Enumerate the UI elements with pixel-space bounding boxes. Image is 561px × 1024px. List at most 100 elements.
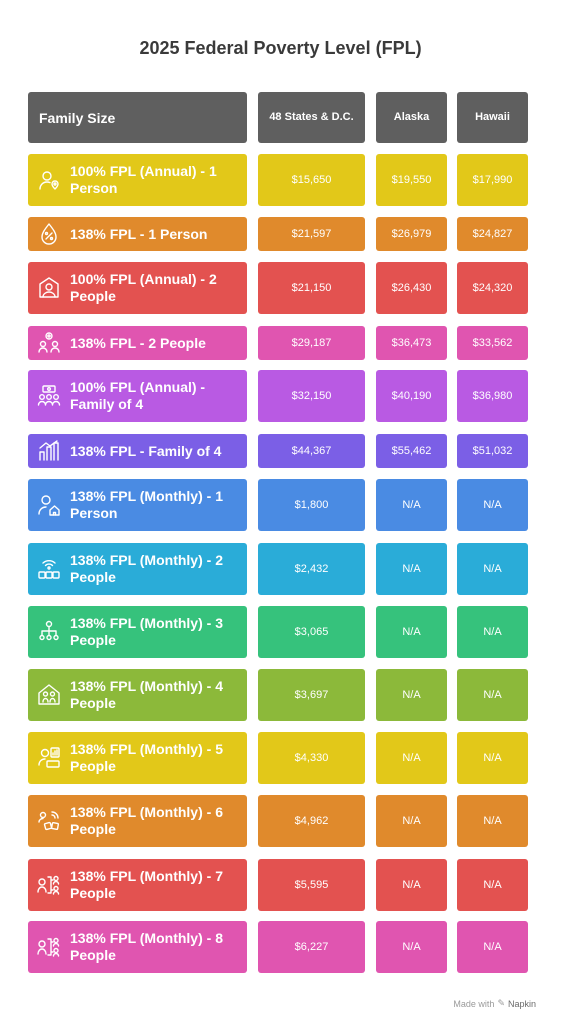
value-alaska-text: $55,462 [391,445,432,457]
value-alaska-text: $19,550 [391,174,432,186]
header-family-size: Family Size [28,92,247,143]
value-hawaii: N/A [457,543,528,595]
row-label: 100% FPL (Annual) - 1 Person [70,163,217,196]
row-label-cell: 138% FPL (Monthly) - 1 Person [28,479,247,531]
row-label: 138% FPL - 2 People [70,334,206,351]
value-alaska: $36,473 [376,326,447,360]
value-48-states: $5,595 [258,859,365,911]
made-with-text: Made with [453,998,495,1009]
value-alaska-text: $26,979 [391,228,432,240]
value-48-states-text: $6,227 [294,941,329,953]
value-hawaii: $24,320 [457,262,528,314]
value-hawaii: N/A [457,921,528,973]
value-alaska: N/A [376,732,447,784]
napkin-logo-icon: ✎ [497,998,505,1008]
value-hawaii: N/A [457,859,528,911]
header-family-size-label: Family Size [39,109,116,126]
header-hawaii: Hawaii [457,92,528,143]
value-48-states-text: $32,150 [291,390,332,402]
value-48-states-text: $4,330 [294,752,329,764]
value-alaska: N/A [376,921,447,973]
value-alaska: N/A [376,479,447,531]
family-home-icon [36,682,62,708]
people-plus-icon [36,330,62,356]
value-alaska-text: N/A [402,879,421,891]
value-48-states-text: $2,432 [294,563,329,575]
value-hawaii-text: N/A [483,499,502,511]
footer-credit: Made with ✎ Napkin [453,998,536,1009]
value-alaska: $19,550 [376,154,447,206]
person-home-icon [36,492,62,518]
value-hawaii: N/A [457,479,528,531]
value-48-states: $21,597 [258,217,365,251]
value-alaska-text: $26,430 [391,282,432,294]
person-frame-icon [36,275,62,301]
value-48-states-text: $29,187 [291,337,332,349]
value-hawaii-text: N/A [483,941,502,953]
value-48-states-text: $21,150 [291,282,332,294]
value-hawaii: N/A [457,795,528,847]
value-hawaii-text: $33,562 [472,337,513,349]
value-hawaii-text: $17,990 [472,174,513,186]
value-48-states: $29,187 [258,326,365,360]
value-48-states: $4,330 [258,732,365,784]
value-hawaii: N/A [457,732,528,784]
value-48-states-text: $4,962 [294,815,329,827]
value-alaska-text: N/A [402,499,421,511]
value-alaska-text: N/A [402,815,421,827]
napkin-brand: Napkin [507,998,536,1009]
person-location-icon [36,167,62,193]
people-wifi-icon [36,556,62,582]
row-label-cell: 138% FPL (Monthly) - 2 People [28,543,247,595]
row-label: 138% FPL - 1 Person [70,225,208,242]
row-label-cell: 138% FPL (Monthly) - 6 People [28,795,247,847]
row-label-cell: 138% FPL (Monthly) - 8 People [28,921,247,973]
value-48-states: $32,150 [258,370,365,422]
value-alaska: N/A [376,795,447,847]
header-alaska: Alaska [376,92,447,143]
value-hawaii-text: N/A [483,752,502,764]
value-hawaii-text: $36,980 [472,390,513,402]
value-alaska-text: N/A [402,563,421,575]
value-48-states-text: $5,595 [294,879,329,891]
row-label: 138% FPL (Monthly) - 4 People [70,678,223,711]
header-48-states: 48 States & D.C. [258,92,365,143]
row-label-cell: 138% FPL - 2 People [28,326,247,360]
row-label-cell: 138% FPL - 1 Person [28,217,247,251]
value-hawaii: $36,980 [457,370,528,422]
people-network-icon [36,619,62,645]
value-alaska: $26,979 [376,217,447,251]
value-alaska-text: N/A [402,689,421,701]
row-label: 138% FPL (Monthly) - 1 Person [70,488,223,521]
row-label-cell: 138% FPL (Monthly) - 7 People [28,859,247,911]
value-48-states: $15,650 [258,154,365,206]
value-48-states-text: $21,597 [291,228,332,240]
family-money-icon [36,383,62,409]
row-label: 138% FPL (Monthly) - 8 People [70,930,223,963]
person-chart-icon [36,745,62,771]
value-alaska: N/A [376,606,447,658]
value-alaska: N/A [376,669,447,721]
row-label: 100% FPL (Annual) - 2 People [70,271,217,304]
value-alaska: $26,430 [376,262,447,314]
value-48-states-text: $1,800 [294,499,329,511]
row-label: 138% FPL (Monthly) - 5 People [70,741,223,774]
value-48-states: $3,065 [258,606,365,658]
value-alaska-text: N/A [402,941,421,953]
value-hawaii: N/A [457,669,528,721]
value-hawaii-text: N/A [483,815,502,827]
value-48-states: $1,800 [258,479,365,531]
row-label: 138% FPL (Monthly) - 2 People [70,552,223,585]
row-label-cell: 138% FPL (Monthly) - 3 People [28,606,247,658]
value-hawaii: N/A [457,606,528,658]
row-label: 138% FPL (Monthly) - 6 People [70,804,223,837]
row-label: 138% FPL (Monthly) - 7 People [70,868,223,901]
value-hawaii-text: N/A [483,563,502,575]
percent-drop-icon [36,221,62,247]
value-48-states: $6,227 [258,921,365,973]
value-hawaii: $24,827 [457,217,528,251]
value-alaska-text: N/A [402,752,421,764]
value-alaska: N/A [376,859,447,911]
value-alaska: N/A [376,543,447,595]
value-48-states: $2,432 [258,543,365,595]
